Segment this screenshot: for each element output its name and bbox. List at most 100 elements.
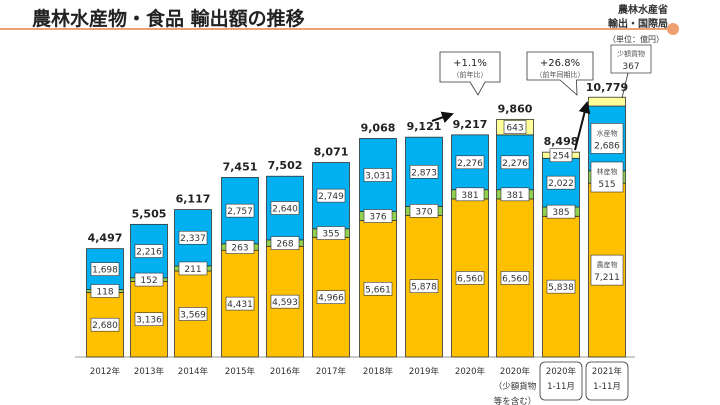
segment-label-box [363, 209, 393, 223]
segment-value-label: 381 [506, 191, 523, 201]
segment-value-label: 2,216 [136, 248, 162, 258]
category-label: 2016年 [270, 366, 301, 377]
segment-value-label: 4,593 [272, 298, 298, 308]
segment-name-label: 水産物 [597, 128, 618, 137]
segment-value-label: 2,686 [594, 141, 620, 151]
segment-label-box [270, 201, 300, 215]
segment-value-label: 2,022 [548, 179, 574, 189]
total-label: 8,498 [544, 135, 579, 148]
segment-label-box [500, 187, 530, 202]
category-label: 2020年 [546, 366, 577, 377]
segment-label-box [363, 281, 393, 296]
segment-value-label: 2,276 [502, 159, 528, 169]
unit-label: （単位：億円） [608, 35, 664, 44]
segment-value-label: 6,560 [502, 274, 528, 284]
segment-label-box [500, 271, 530, 285]
segment-value-label: 381 [461, 191, 478, 201]
category-label: （少額貨物 [494, 381, 537, 392]
segment-label-box [455, 271, 485, 285]
total-label: 9,217 [453, 118, 488, 131]
segment-value-label: 152 [140, 276, 157, 286]
segment-value-label: 263 [231, 244, 248, 254]
category-label: 2017年 [316, 366, 347, 377]
category-label: 2019年 [409, 366, 440, 377]
logo-line1: 農林水産省 [618, 5, 668, 16]
category-label: 等を含む） [494, 396, 537, 405]
segment-value-label: 6,560 [457, 274, 483, 284]
segment-label-box [316, 290, 346, 304]
category-label: 2020年 [455, 366, 486, 377]
segment-label-box [134, 272, 164, 287]
segment-value-label: 2,640 [272, 205, 298, 215]
segment-label-box [134, 312, 164, 327]
segment-label-box [178, 307, 208, 321]
segment-value-label: 2,873 [411, 168, 437, 178]
segment-label-box [546, 175, 576, 190]
growth-arrow-2021 [574, 101, 591, 151]
total-label: 4,497 [88, 232, 123, 245]
yoy-callout-box [439, 51, 501, 96]
category-bracket [539, 361, 583, 401]
segment-label-box [225, 296, 255, 311]
page-title: 農林水産物・食品 輸出額の推移 [32, 8, 305, 30]
segment-value-label: 1,698 [92, 266, 118, 276]
segment-value-label: 3,136 [136, 316, 162, 326]
yoy-callout-sub: （前年比） [453, 70, 488, 79]
segment-value-label: 2,757 [227, 207, 253, 217]
segment-value-label: 211 [184, 265, 201, 275]
segment-value-label: 2,337 [180, 234, 206, 244]
category-bracket [585, 361, 629, 401]
callout-leader-line [621, 72, 629, 99]
total-label: 7,451 [223, 160, 258, 173]
segment-label-box [503, 120, 527, 134]
total-label: 9,068 [361, 121, 396, 134]
category-label: 2014年 [178, 366, 209, 377]
segment-label-box [549, 148, 573, 163]
segment-label-box [178, 230, 208, 245]
logo-line2: 輸出・国際局 [608, 19, 668, 30]
segment-label-box [500, 155, 530, 170]
segment-value-label: 7,211 [594, 273, 620, 283]
segment-label-box [178, 261, 208, 276]
segment-value-label: 4,966 [318, 294, 344, 304]
segment-value-label: 2,680 [92, 321, 118, 331]
segment-value-label: 3,031 [365, 171, 391, 181]
yoy-callout-text: +1.1% [453, 58, 487, 69]
segment-label-box [270, 294, 300, 309]
segment-name-label: 農産物 [597, 260, 618, 269]
segment-label-box [590, 254, 624, 286]
small-cargo-name-label: 少額貨物 [617, 49, 645, 58]
segment-value-label: 254 [552, 152, 569, 162]
category-label: 2015年 [225, 366, 256, 377]
title-underline [0, 28, 668, 30]
flower-logo-icon [667, 23, 679, 35]
category-label: 2012年 [90, 366, 121, 377]
yoy-period-callout-box [526, 51, 594, 96]
segment-label-box [90, 284, 120, 298]
segment-value-label: 3,569 [180, 310, 206, 320]
category-label: 1-11月 [547, 382, 575, 392]
category-label: 1-11月 [593, 382, 621, 392]
segment-value-label: 370 [415, 207, 432, 217]
segment-label-box [363, 168, 393, 182]
category-label: 2018年 [363, 366, 394, 377]
segment-value-label: 5,661 [365, 285, 391, 295]
segment-label-box [409, 279, 439, 293]
segment-label-box [409, 165, 439, 179]
total-label: 5,505 [132, 207, 167, 220]
category-label: 2013年 [134, 366, 165, 377]
segment-label-box [316, 188, 346, 203]
segment-label-box [455, 187, 485, 202]
yoy-period-callout-text: +26.8% [540, 58, 580, 69]
segment-label-box [409, 204, 439, 218]
segment-value-label: 5,838 [548, 283, 574, 293]
segment-value-label: 5,878 [411, 283, 437, 293]
segment-label-box [270, 236, 300, 250]
segment-label-box [546, 279, 576, 294]
segment-value-label: 4,431 [227, 300, 253, 310]
segment-value-label: 376 [369, 213, 386, 223]
bar-少額貨物-11 [588, 96, 626, 107]
segment-label-box [225, 203, 255, 218]
segment-label-box [90, 262, 120, 276]
